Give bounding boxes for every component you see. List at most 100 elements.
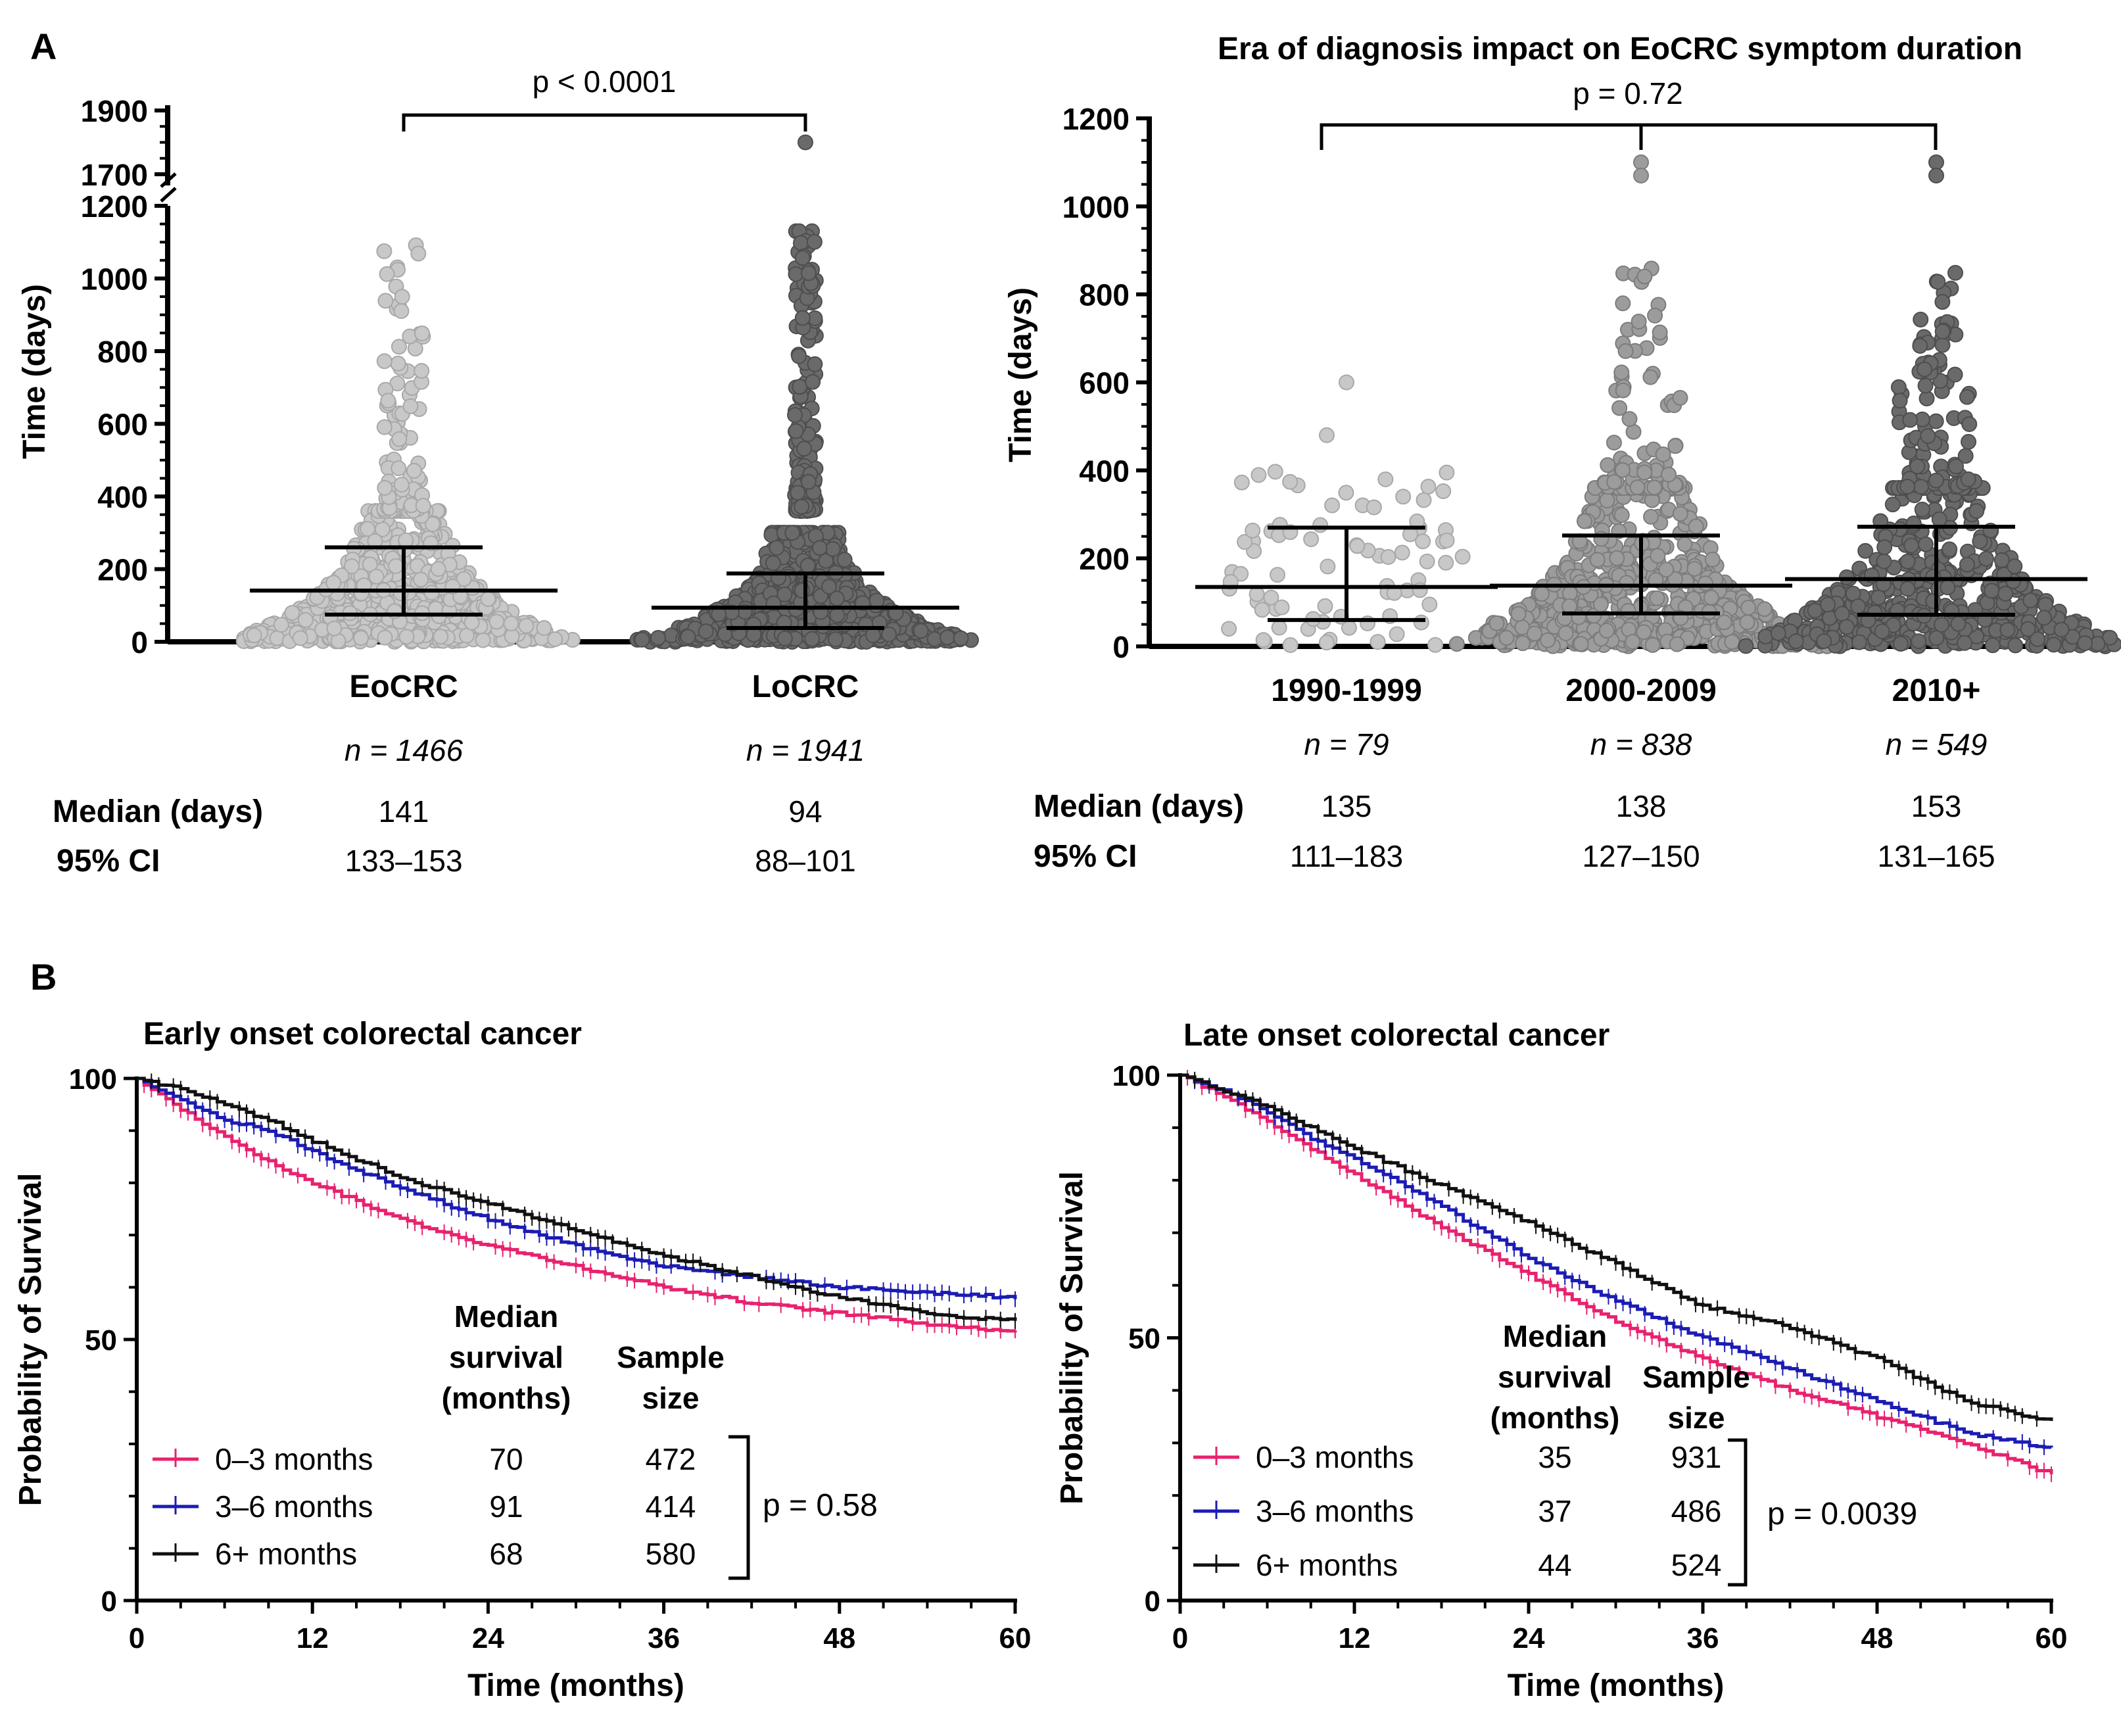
chart2-point: [1911, 633, 1927, 650]
chart2-point: [1961, 433, 1977, 450]
chart1-point: [362, 556, 378, 573]
chart1-axis-break: [160, 172, 177, 188]
chart4-survival-curve: [1180, 1073, 2053, 1421]
chart2-point: [1438, 554, 1454, 571]
chart2-point: [1573, 636, 1589, 652]
chart2-y-axis-label: Time (days): [1003, 287, 1038, 462]
chart2-point: [2022, 592, 2039, 609]
chart2-point: [1282, 637, 1299, 654]
chart1-point: [792, 379, 808, 395]
chart1-point: [503, 615, 519, 632]
chart2-point: [1420, 478, 1437, 494]
chart3-legend-n: 414: [646, 1489, 696, 1524]
chart2-point: [1658, 562, 1675, 578]
chart2-point: [1807, 602, 1823, 619]
chart1-point: [393, 303, 410, 320]
chart2-point: [1816, 633, 1832, 649]
chart2-point: [1620, 602, 1636, 619]
chart2-point: [1704, 551, 1721, 567]
chart2-point: [1312, 517, 1329, 533]
chart2-point: [1394, 544, 1410, 561]
chart1-point: [413, 571, 429, 588]
chart1-y-tick-label: 1000: [81, 262, 148, 297]
chart2-point: [1319, 427, 1335, 443]
chart3-legend-n: 580: [646, 1537, 696, 1571]
chart2-point: [1984, 583, 2000, 599]
chart1-point: [414, 325, 431, 341]
chart1-point: [536, 620, 552, 637]
chart1-axis-break: [160, 187, 177, 203]
chart4-legend-header-median: survival: [1498, 1360, 1612, 1394]
chart1-point: [807, 356, 823, 372]
chart2-category-label: 2010+: [1892, 673, 1981, 708]
chart4-x-tick-label: 36: [1687, 1622, 1719, 1654]
chart4-x-tick-label: 24: [1513, 1622, 1545, 1654]
chart2-point: [1349, 538, 1366, 554]
chart2-point: [1960, 471, 1976, 487]
chart2-point: [1606, 435, 1622, 451]
chart2-point: [1270, 567, 1286, 583]
chart1-point: [800, 265, 817, 281]
chart1-outlier-point: [798, 134, 813, 151]
chart2-point: [1251, 467, 1267, 483]
chart2-point: [1633, 167, 1649, 183]
chart4-p-value: p = 0.0039: [1767, 1497, 1917, 1531]
chart3-legend-median: 91: [489, 1489, 523, 1524]
chart2-point: [1972, 533, 1988, 550]
chart2-median-value: 138: [1616, 789, 1667, 823]
chart1-point: [784, 525, 801, 541]
chart3-legend-label: 3–6 months: [215, 1489, 373, 1524]
chart2-point: [1439, 532, 1455, 548]
chart2-point: [1913, 479, 1929, 495]
chart2-y-tick-label: 800: [1079, 278, 1130, 312]
panel-label-b: B: [30, 956, 57, 998]
chart2-point: [1631, 314, 1647, 330]
chart2-point: [1633, 154, 1649, 170]
chart2-point: [1625, 423, 1642, 440]
chart2-point: [1600, 457, 1616, 473]
chart2-point: [1940, 579, 1956, 596]
chart2-point: [1613, 364, 1630, 381]
chart2-point: [1928, 413, 1944, 429]
chart1-point: [325, 575, 342, 591]
chart1-y-tick-label: 800: [97, 335, 148, 369]
chart1-point: [811, 540, 828, 556]
chart1-y-tick-label: 0: [131, 625, 148, 660]
chart2-point: [1871, 589, 1887, 606]
chart1-point: [430, 561, 446, 577]
chart1-point: [344, 558, 360, 575]
chart2-point: [1377, 471, 1394, 487]
chart2-point: [1928, 472, 1944, 489]
chart1-point: [398, 629, 415, 645]
chart1-point: [464, 614, 480, 631]
chart2-point: [1770, 625, 1786, 641]
chart2-point: [2077, 635, 2093, 652]
chart3-legend-header-median: (months): [442, 1381, 571, 1415]
chart2-point: [1510, 606, 1527, 622]
chart3-title: Early onset colorectal cancer: [143, 1017, 582, 1051]
chart2-ci-value: 131–165: [1877, 839, 1995, 873]
chart2-point: [1448, 636, 1465, 652]
chart2-point: [1282, 473, 1299, 490]
chart4-legend-label: 0–3 months: [1256, 1440, 1414, 1474]
chart2-point: [1526, 625, 1542, 642]
chart2-point: [1931, 511, 1947, 527]
chart1-point: [829, 607, 846, 623]
chart1-point: [391, 339, 407, 355]
chart2-point: [1957, 635, 1973, 651]
chart1-point: [824, 541, 841, 557]
chart2-y-tick-label: 1000: [1062, 190, 1130, 224]
chart1-point: [836, 552, 853, 568]
chart1-point: [926, 631, 943, 647]
chart2-point: [1876, 553, 1892, 569]
chart1-point: [391, 460, 407, 477]
chart2-point: [1615, 295, 1631, 312]
chart1-point: [806, 233, 822, 250]
chart2-point: [1978, 550, 1994, 567]
chart1-point: [376, 243, 393, 260]
chart1-point: [805, 374, 821, 390]
chart2-point: [1688, 518, 1704, 535]
chart3-x-tick-label: 0: [129, 1622, 145, 1654]
chart1-point: [787, 407, 803, 423]
chart2-point: [1598, 622, 1615, 639]
